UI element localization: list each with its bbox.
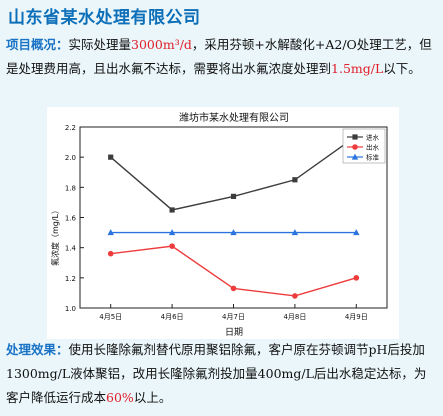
data-point-series-1 <box>107 250 114 257</box>
overview-target-value: 1.5mg/L <box>331 61 384 76</box>
fluoride-line-chart: 潍坊市某水处理有限公司 1.0 1.2 1.4 1.6 1.8 2.0 2.2 4月5日 4月6… <box>47 107 399 339</box>
data-point-series-2 <box>353 229 360 236</box>
y-axis-label: 氟浓度（mg/L） <box>50 206 60 266</box>
y-tick-label: 1.4 <box>65 245 77 253</box>
data-point-series-0 <box>108 154 114 160</box>
legend-marker <box>352 144 358 150</box>
project-overview-paragraph: 项目概况：实际处理量3000m³/d，采用芬顿+水解酸化+A2/O处理工艺，但是… <box>6 33 438 81</box>
legend-marker <box>352 134 358 140</box>
plot-frame <box>79 126 388 309</box>
y-tick-label: 2.2 <box>65 124 76 132</box>
overview-text-2: ，采用芬顿+水解酸化+A2/O处理工艺，但是处理费用高，且出水氟不达标，需要将出… <box>6 37 432 76</box>
data-point-series-1 <box>230 285 237 292</box>
overview-text-1: 实际处理量 <box>68 37 132 52</box>
data-point-series-2 <box>168 229 176 236</box>
data-point-series-1 <box>292 293 298 299</box>
treatment-effect-paragraph: 处理效果：使用长隆除氟剂替代原用聚铝除氟，客户原在芬顿调节pH后投加1300mg… <box>6 338 438 410</box>
overview-text-3: 以下。 <box>383 61 421 76</box>
overview-capacity-value: 3000m³/d <box>131 37 192 52</box>
effect-text-2: 以上。 <box>133 390 172 405</box>
legend-label: 进水 <box>366 133 380 142</box>
chart-axes: 1.0 1.2 1.4 1.6 1.8 2.0 2.2 4月5日 4月6日 4月7日 4月8日 4月9… <box>65 124 388 321</box>
page-title: 山东省某水处理有限公司 <box>8 8 201 28</box>
data-point-series-1 <box>169 243 175 249</box>
chart-title: 潍坊市某水处理有限公司 <box>179 111 289 124</box>
data-point-series-2 <box>291 229 299 236</box>
data-point-series-0 <box>169 207 175 213</box>
overview-lead-label: 项目概况： <box>6 37 69 52</box>
x-tick-label: 4月9日 <box>345 313 368 321</box>
data-point-series-2 <box>230 229 237 236</box>
effect-lead-label: 处理效果： <box>6 342 69 357</box>
legend-label: 出水 <box>366 143 380 152</box>
x-tick-label: 4月8日 <box>283 313 306 321</box>
x-axis-label: 日期 <box>225 327 243 338</box>
data-point-series-2 <box>107 229 114 236</box>
data-point-series-0 <box>292 177 298 183</box>
x-tick-label: 4月6日 <box>161 313 184 321</box>
y-tick-label: 1.0 <box>65 305 76 313</box>
x-tick-label: 4月5日 <box>99 313 122 321</box>
legend-label: 标准 <box>366 153 380 162</box>
chart-svg: 潍坊市某水处理有限公司 1.0 1.2 1.4 1.6 1.8 2.0 2.2 4月5日 4月6… <box>50 111 388 338</box>
x-tick-label: 4月7日 <box>222 313 245 321</box>
y-tick-label: 2.0 <box>65 154 76 162</box>
effect-text-1: 使用长隆除氟剂替代原用聚铝除氟，客户原在芬顿调节pH后投加1300mg/L液体聚… <box>6 342 427 405</box>
data-point-series-0 <box>230 193 237 199</box>
y-tick-label: 1.6 <box>65 215 77 223</box>
effect-saving-value: 60% <box>106 390 134 405</box>
y-tick-label: 1.2 <box>65 275 76 283</box>
chart-marks <box>107 133 360 299</box>
legend-marker <box>351 153 359 160</box>
data-point-series-1 <box>353 275 360 281</box>
y-tick-label: 1.8 <box>65 184 76 192</box>
